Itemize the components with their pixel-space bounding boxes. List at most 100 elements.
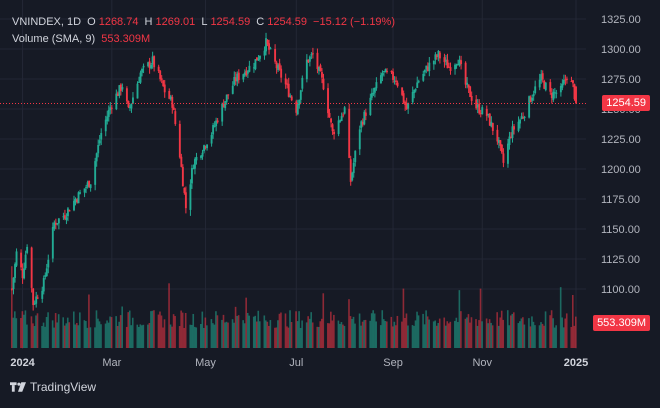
candle xyxy=(110,104,113,114)
candle-body xyxy=(21,268,24,279)
candle-body xyxy=(77,192,80,204)
volume-bar xyxy=(275,327,278,348)
volume-bar xyxy=(446,321,449,348)
candle xyxy=(407,102,410,114)
candle-body xyxy=(364,112,367,116)
candle xyxy=(45,263,48,277)
candle xyxy=(331,123,334,135)
candle xyxy=(573,83,576,101)
volume-bar xyxy=(333,314,335,348)
volume-bar xyxy=(532,321,535,348)
candle xyxy=(470,91,473,106)
candle xyxy=(479,109,482,118)
volume-bar xyxy=(115,316,117,348)
candle xyxy=(361,118,364,127)
volume-bar xyxy=(454,320,456,348)
candle-body xyxy=(464,62,467,85)
candle xyxy=(426,62,429,72)
candle-body xyxy=(307,59,310,63)
candle xyxy=(159,70,162,82)
candle-body xyxy=(234,77,237,82)
candle xyxy=(534,80,537,95)
close-value: 1254.59 xyxy=(267,16,307,28)
candle xyxy=(107,105,110,122)
volume-bar xyxy=(426,316,429,348)
volume-bar xyxy=(245,297,247,348)
candle-body xyxy=(280,68,283,78)
candle xyxy=(529,95,532,103)
candle-body xyxy=(386,70,388,72)
candle-body xyxy=(248,65,251,72)
volume-bar xyxy=(215,311,217,348)
symbol-label[interactable]: VNINDEX, 1D xyxy=(12,16,82,28)
x-axis-labels: 2024 Mar May Jul Sep Nov 2025 xyxy=(10,357,588,369)
candle-body xyxy=(522,117,525,119)
volume-bar xyxy=(464,318,467,348)
candle-body xyxy=(479,113,482,115)
y-tick-label: 1100.00 xyxy=(601,284,640,296)
candle xyxy=(559,83,562,97)
volume-bar xyxy=(382,319,385,348)
candle-body xyxy=(125,88,128,102)
candle xyxy=(490,116,493,128)
volume-bar xyxy=(44,326,46,348)
candle xyxy=(79,189,81,195)
candle-body xyxy=(349,159,352,182)
candle xyxy=(446,53,449,69)
volume-bar xyxy=(193,326,196,348)
candle xyxy=(339,119,342,123)
candle-body xyxy=(519,119,522,124)
volume-bar xyxy=(320,318,323,348)
candle xyxy=(337,115,340,137)
volume-bar xyxy=(447,323,450,348)
candle-body xyxy=(502,153,505,163)
volume-bar xyxy=(14,311,16,348)
tradingview-brand[interactable]: TradingView xyxy=(10,380,96,394)
volume-bar xyxy=(571,294,574,348)
candle xyxy=(343,105,346,115)
volume-bar xyxy=(224,322,226,348)
candle xyxy=(370,88,373,101)
candle-body xyxy=(370,93,373,98)
volume-bar xyxy=(342,324,344,348)
candle xyxy=(531,94,534,104)
candle xyxy=(299,89,302,104)
candle-body xyxy=(575,86,577,104)
candle-body xyxy=(268,43,271,50)
volume-bar xyxy=(190,324,193,348)
candle-body xyxy=(532,94,535,97)
candle xyxy=(487,113,490,118)
candle-body xyxy=(136,83,139,99)
candle xyxy=(278,58,281,71)
volume-bar xyxy=(307,316,309,348)
volume-bar xyxy=(460,311,462,348)
candle xyxy=(245,67,248,77)
candle xyxy=(192,164,195,170)
candle xyxy=(190,164,193,189)
volume-bar xyxy=(45,317,48,348)
candle xyxy=(216,118,219,124)
candle-body xyxy=(445,59,447,61)
volume-label[interactable]: Volume (SMA, 9) xyxy=(12,33,96,45)
volume-bar xyxy=(104,323,107,348)
candle-body xyxy=(254,59,257,70)
volume-bar xyxy=(299,327,302,348)
volume-bar xyxy=(319,321,322,348)
candle xyxy=(243,69,246,78)
candle-body xyxy=(119,84,122,91)
volume-bar xyxy=(206,325,208,348)
candle xyxy=(11,288,13,291)
candle xyxy=(36,294,39,300)
candle-body xyxy=(417,81,420,83)
volume-bar xyxy=(109,316,111,348)
volume-bar xyxy=(54,313,57,348)
volume-bar xyxy=(575,316,577,348)
candle-body xyxy=(53,222,56,229)
candle-body xyxy=(246,71,249,74)
candle xyxy=(565,76,568,84)
candle-body xyxy=(328,112,331,118)
candle-body xyxy=(358,129,361,150)
candle-body xyxy=(555,92,558,94)
